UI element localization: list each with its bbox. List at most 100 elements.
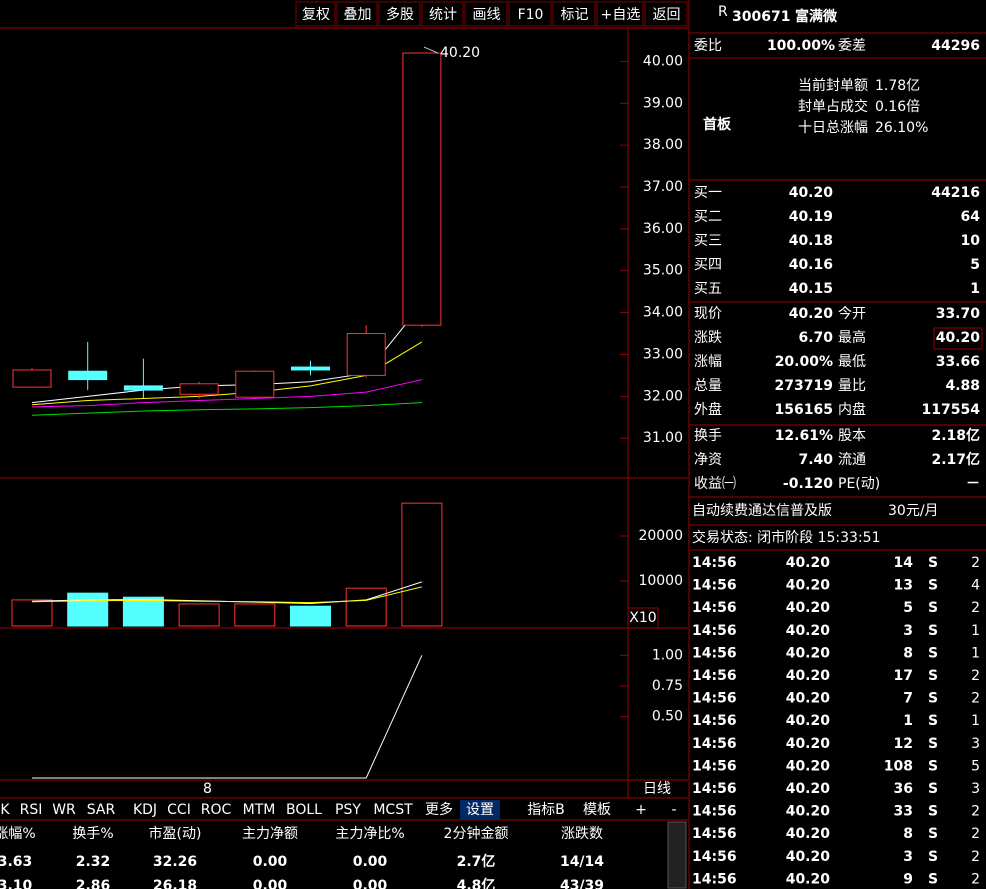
toolbar-label[interactable]: F10 — [518, 7, 544, 23]
quote-value: 273719 — [775, 378, 833, 394]
price-tick-label: 38.00 — [643, 137, 683, 153]
tab[interactable]: KDJ — [133, 802, 157, 818]
bid-volume: 5 — [970, 257, 980, 273]
trade-volume: 17 — [894, 668, 913, 684]
tab[interactable]: MTM — [243, 802, 276, 818]
toolbar-button[interactable] — [596, 1, 644, 27]
tab[interactable]: 更多 — [425, 801, 453, 818]
tab[interactable]: 指标B — [527, 802, 565, 818]
scrollbar[interactable] — [667, 821, 687, 889]
candle-body — [235, 370, 275, 398]
quote-value: 40.20 — [936, 330, 981, 346]
quote-label: 量比 — [838, 378, 866, 394]
stock-name: 富满微 — [795, 8, 838, 25]
trade-side: S — [928, 578, 938, 594]
trade-price: 40.20 — [786, 645, 831, 661]
trade-count: 2 — [971, 600, 980, 616]
table-cell: 43/39 — [560, 878, 604, 889]
toolbar-button[interactable] — [508, 1, 552, 27]
tab[interactable]: 模板 — [583, 802, 611, 818]
trade-time: 14:56 — [692, 736, 737, 752]
tab[interactable]: WR — [52, 802, 76, 818]
trade-price: 40.20 — [786, 804, 831, 820]
toolbar-label[interactable]: +自选 — [601, 7, 641, 23]
toolbar-label[interactable]: 复权 — [302, 6, 330, 23]
tab[interactable]: RSI — [20, 802, 43, 818]
trade-count: 4 — [971, 578, 980, 594]
toolbar-label[interactable]: 返回 — [653, 7, 681, 23]
toolbar-button[interactable] — [644, 1, 688, 27]
price-tick-label: 34.00 — [643, 305, 683, 321]
trade-side: S — [928, 849, 938, 865]
quote-value: 156165 — [775, 402, 833, 418]
bid-volume: 10 — [961, 233, 981, 249]
toolbar-label[interactable]: 标记 — [561, 7, 589, 23]
volume-tick-label: 20000 — [638, 528, 683, 544]
trade-side: S — [928, 713, 938, 729]
quote-value: 6.70 — [798, 330, 833, 346]
trade-volume: 33 — [894, 804, 913, 820]
tab[interactable]: PSY — [335, 802, 361, 818]
toolbar-button[interactable] — [336, 1, 378, 27]
tab[interactable]: K — [0, 802, 10, 818]
banner-text[interactable]: 自动续费通达信普及版 — [692, 502, 832, 519]
toolbar-button[interactable] — [421, 1, 464, 27]
board-title: 首板 — [703, 116, 732, 133]
bid-volume: 44216 — [931, 185, 980, 201]
tab[interactable]: ROC — [201, 802, 232, 818]
toolbar-label[interactable]: 叠加 — [344, 7, 372, 23]
bid-price: 40.16 — [789, 257, 833, 273]
tab[interactable]: MCST — [373, 802, 413, 818]
tab[interactable]: - — [671, 802, 676, 818]
table-cell: 32.26 — [153, 854, 197, 870]
tab[interactable]: 设置 — [466, 802, 494, 818]
trade-count: 2 — [971, 804, 980, 820]
tab[interactable]: BOLL — [286, 802, 322, 818]
board-value: 26.10% — [875, 120, 928, 136]
quote-value: 33.66 — [936, 354, 980, 370]
bid-price: 40.20 — [789, 185, 834, 201]
bid-label: 买五 — [694, 281, 722, 297]
toolbar-button[interactable] — [295, 1, 336, 27]
board-value: 1.78亿 — [875, 78, 920, 94]
trade-time: 14:56 — [692, 578, 737, 594]
toolbar-button[interactable] — [378, 1, 421, 27]
order-diff-label: 委差 — [838, 38, 866, 54]
toolbar-label[interactable]: 统计 — [429, 7, 457, 23]
trade-side: S — [928, 736, 938, 752]
banner-price[interactable]: 30元/月 — [888, 503, 939, 519]
trade-side: S — [928, 826, 938, 842]
tab[interactable]: CCI — [167, 802, 191, 818]
bid-label: 买四 — [694, 257, 722, 273]
bid-label: 买三 — [694, 233, 722, 249]
bid-label: 买二 — [694, 209, 722, 225]
volume-bar — [290, 605, 331, 627]
quote-label: 现价 — [694, 306, 722, 322]
quote-value: 4.88 — [945, 378, 980, 394]
volume-bar — [401, 502, 443, 627]
tab[interactable]: + — [635, 802, 647, 818]
toolbar-button[interactable] — [464, 1, 508, 27]
trade-count: 2 — [971, 849, 980, 865]
toolbar-label[interactable]: 多股 — [386, 6, 414, 23]
candle-body — [123, 385, 163, 391]
trade-volume: 13 — [894, 578, 913, 594]
trade-count: 1 — [971, 623, 980, 639]
trade-time: 14:56 — [692, 781, 737, 797]
price-tick-label: 31.00 — [643, 430, 683, 446]
trade-side: S — [928, 781, 938, 797]
price-tick-label: 35.00 — [643, 263, 683, 279]
price-tick-label: 37.00 — [643, 179, 683, 195]
trade-count: 1 — [971, 713, 980, 729]
toolbar-label[interactable]: 画线 — [473, 7, 501, 23]
trade-time: 14:56 — [692, 758, 737, 774]
tab[interactable]: SAR — [87, 802, 116, 818]
table-header: 市盈(动) — [149, 825, 202, 842]
trade-price: 40.20 — [786, 713, 831, 729]
trade-volume: 108 — [884, 758, 913, 774]
annotation-label: 40.20 — [440, 45, 480, 61]
trade-price: 40.20 — [786, 555, 831, 571]
trade-count: 2 — [971, 691, 980, 707]
toolbar-button[interactable] — [552, 1, 596, 27]
